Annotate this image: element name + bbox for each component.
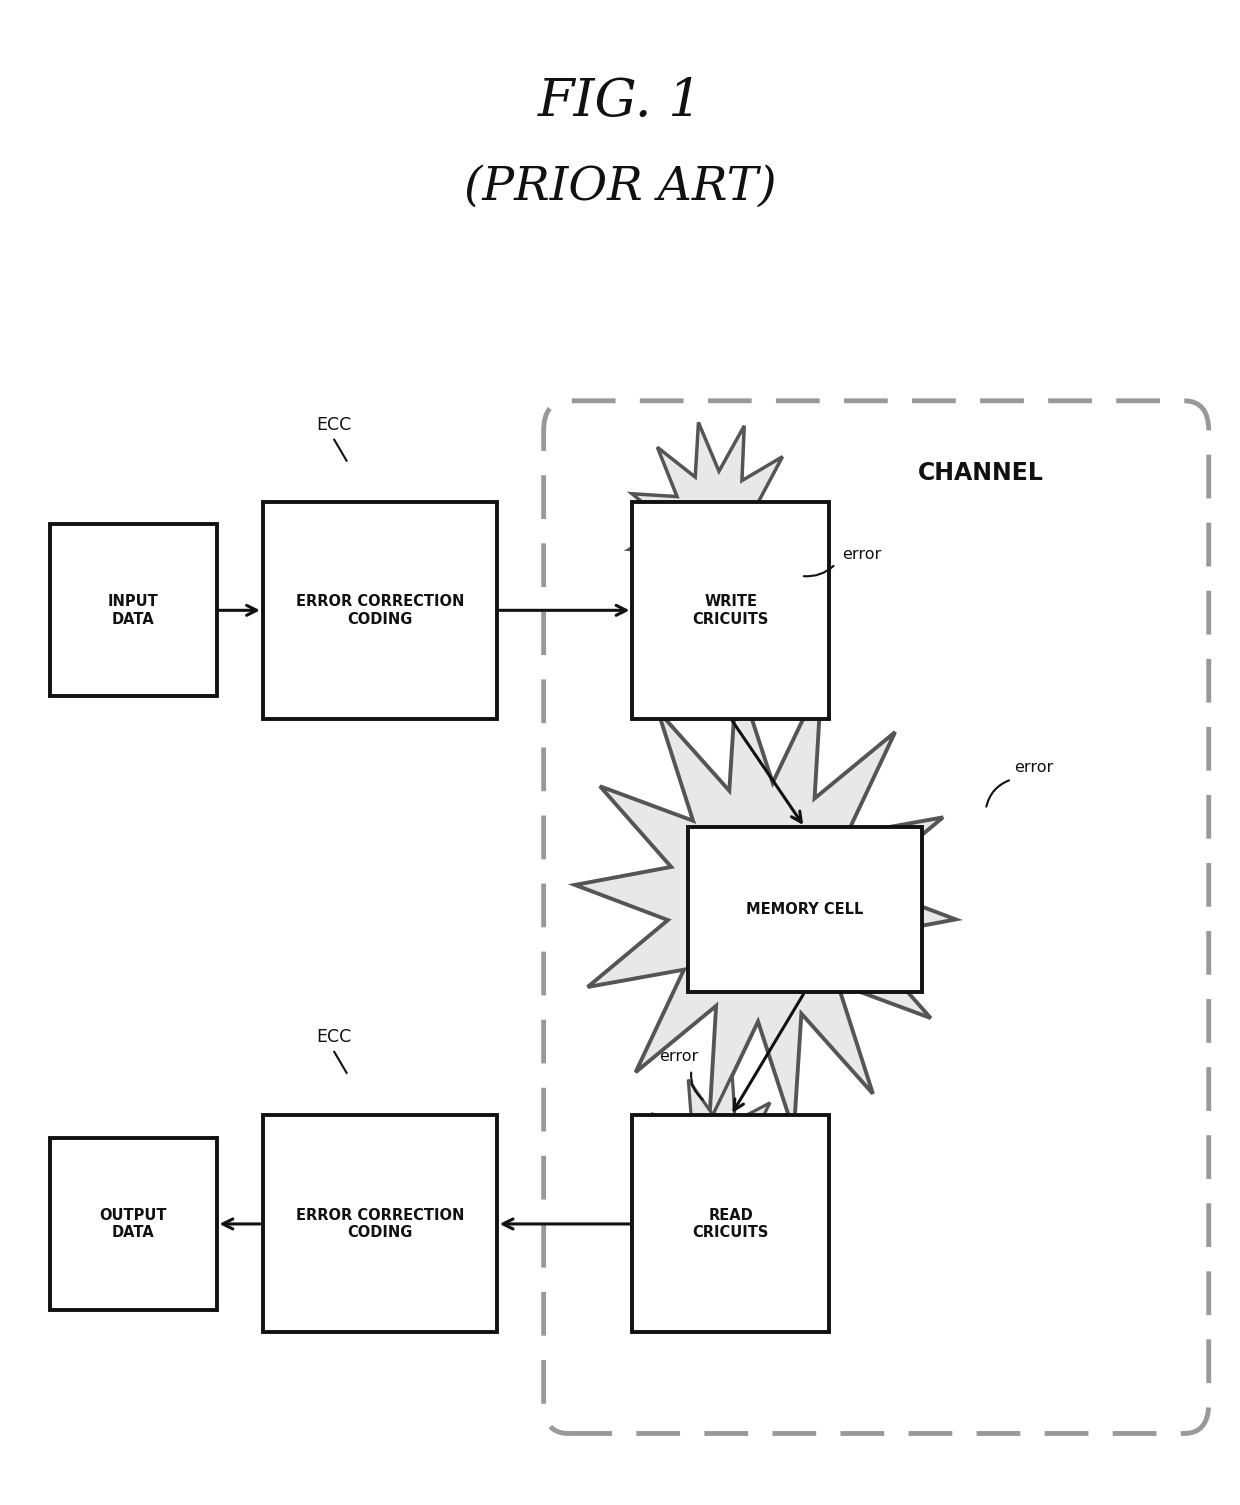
FancyBboxPatch shape (688, 828, 921, 992)
Polygon shape (575, 673, 956, 1132)
FancyBboxPatch shape (632, 501, 830, 719)
FancyBboxPatch shape (51, 524, 217, 697)
Text: OUTPUT
DATA: OUTPUT DATA (99, 1207, 167, 1240)
Text: ECC: ECC (316, 1028, 352, 1046)
Text: CHANNEL: CHANNEL (918, 461, 1044, 485)
Text: READ
CRICUITS: READ CRICUITS (693, 1207, 769, 1240)
Text: INPUT
DATA: INPUT DATA (108, 594, 159, 626)
Text: MEMORY CELL: MEMORY CELL (746, 901, 863, 917)
Text: ERROR CORRECTION
CODING: ERROR CORRECTION CODING (295, 1207, 464, 1240)
FancyBboxPatch shape (263, 501, 497, 719)
FancyBboxPatch shape (51, 1138, 217, 1309)
FancyBboxPatch shape (263, 1115, 497, 1332)
Text: error: error (1014, 760, 1054, 775)
Polygon shape (645, 1075, 787, 1245)
Text: WRITE
CRICUITS: WRITE CRICUITS (693, 594, 769, 626)
Text: ECC: ECC (316, 415, 352, 433)
Text: FIG. 1: FIG. 1 (538, 75, 702, 126)
Text: (PRIOR ART): (PRIOR ART) (464, 164, 776, 209)
Text: error: error (842, 548, 880, 563)
Polygon shape (629, 423, 804, 634)
Text: error: error (660, 1049, 699, 1064)
FancyBboxPatch shape (632, 1115, 830, 1332)
Text: ERROR CORRECTION
CODING: ERROR CORRECTION CODING (295, 594, 464, 626)
